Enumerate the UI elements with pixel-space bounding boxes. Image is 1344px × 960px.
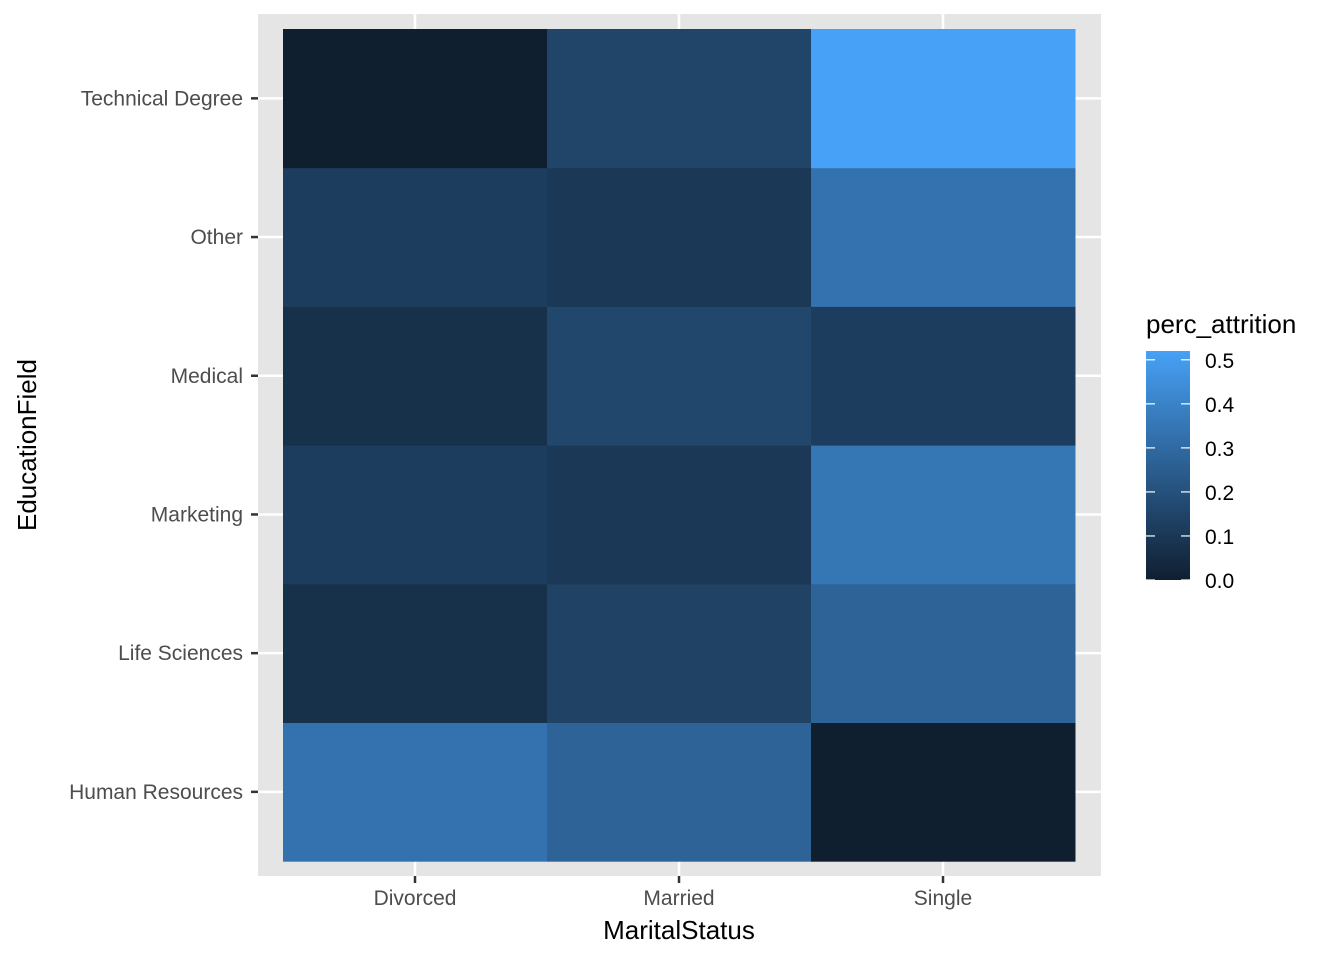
y-tick-label: Life Sciences	[118, 642, 243, 665]
legend-tick-label: 0.1	[1205, 526, 1234, 549]
x-tick-label: Single	[914, 887, 972, 910]
heatmap-tile	[811, 445, 1076, 585]
heatmap-tile	[283, 167, 548, 307]
y-tick-label: Technical Degree	[81, 87, 243, 110]
heatmap-tile	[283, 583, 548, 723]
y-tick-label: Medical	[171, 365, 243, 388]
heatmap-tile	[547, 583, 812, 723]
legend-tick-label: 0.0	[1205, 570, 1234, 593]
legend-colorbar	[1146, 351, 1190, 580]
legend-tick-label: 0.2	[1205, 482, 1234, 505]
x-tick-label: Divorced	[374, 887, 457, 910]
heatmap-tile	[811, 306, 1076, 446]
x-tick-label: Married	[643, 887, 714, 910]
heatmap-tile	[547, 29, 812, 169]
heatmap-tile	[283, 722, 548, 862]
heatmap-tile	[811, 29, 1076, 169]
y-axis-title: EducationField	[12, 359, 42, 531]
y-tick-label: Other	[190, 226, 243, 249]
heatmap-tile	[547, 722, 812, 862]
x-axis-title: MaritalStatus	[603, 915, 755, 945]
legend-title: perc_attrition	[1146, 309, 1296, 339]
y-tick-label: Human Resources	[69, 781, 243, 804]
heatmap-tile	[283, 29, 548, 169]
y-tick-label: Marketing	[151, 503, 243, 526]
heatmap-tile	[547, 167, 812, 307]
heatmap-tile	[811, 583, 1076, 723]
heatmap-tile	[547, 306, 812, 446]
heatmap-tile	[811, 167, 1076, 307]
legend-tick-label: 0.3	[1205, 438, 1234, 461]
heatmap-tile	[547, 445, 812, 585]
heatmap-tile	[283, 445, 548, 585]
heatmap-tile	[811, 722, 1076, 862]
legend-tick-label: 0.5	[1205, 350, 1234, 373]
legend-tick-label: 0.4	[1205, 394, 1235, 417]
heatmap-tile	[283, 306, 548, 446]
